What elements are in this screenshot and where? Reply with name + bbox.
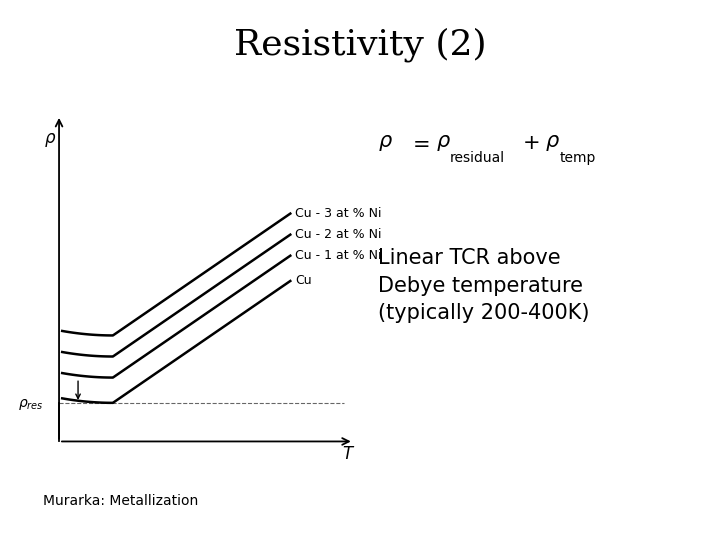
Text: Cu - 2 at % Ni: Cu - 2 at % Ni [295, 228, 382, 241]
Text: $\rho$: $\rho$ [378, 133, 393, 153]
Text: temp: temp [559, 151, 596, 165]
Text: $\rho$: $\rho$ [545, 133, 560, 153]
Text: $\rho_{res}$: $\rho_{res}$ [17, 397, 43, 412]
Text: Cu - 1 at % Ni: Cu - 1 at % Ni [295, 249, 382, 262]
Text: T: T [342, 445, 352, 463]
Text: $+$: $+$ [522, 133, 539, 153]
Text: Cu: Cu [295, 274, 312, 287]
Text: Resistivity (2): Resistivity (2) [234, 27, 486, 62]
Text: $\rho$: $\rho$ [436, 133, 451, 153]
Text: Cu - 3 at % Ni: Cu - 3 at % Ni [295, 207, 382, 220]
Text: residual: residual [450, 151, 505, 165]
Text: Linear TCR above
Debye temperature
(typically 200-400K): Linear TCR above Debye temperature (typi… [378, 248, 590, 323]
Text: Murarka: Metallization: Murarka: Metallization [43, 494, 199, 508]
Text: $=$: $=$ [408, 133, 430, 153]
Text: ρ: ρ [45, 129, 55, 147]
